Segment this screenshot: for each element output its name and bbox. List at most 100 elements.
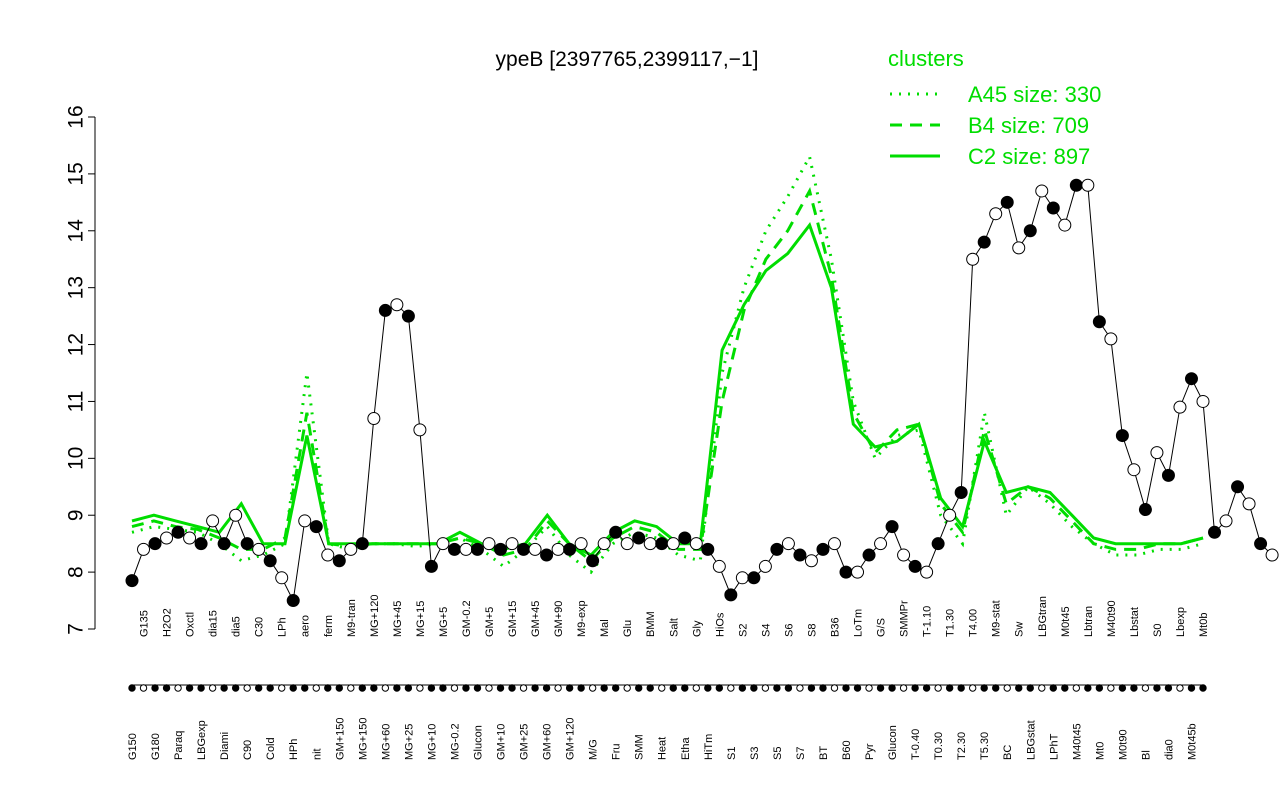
data-point [839,565,853,579]
x-tick-marker [773,684,781,692]
x-tick-marker [1003,684,1011,692]
data-point [344,542,358,556]
data-point [943,508,957,522]
data-point [229,508,243,522]
x-tick-label: Diami [219,732,231,760]
data-point [436,537,450,551]
x-tick-label: M9-tran [346,599,358,637]
x-tick-label: LPh [277,617,289,637]
data-point [240,537,254,551]
x-tick-marker [554,684,562,692]
x-tick-label: Lbexp [1175,607,1187,637]
x-tick-label: MG-0.2 [449,723,461,760]
x-tick-label: GM+120 [565,718,577,761]
data-point [989,207,1003,221]
x-tick-marker [911,684,919,692]
x-tick-marker [1015,684,1023,692]
data-point [1219,514,1233,528]
x-tick-label: S0 [1152,624,1164,637]
x-tick-marker [416,684,424,692]
x-tick-label: M40t90 [1106,600,1118,637]
x-tick-label: LBGstat [1025,720,1037,760]
x-tick-label: T4.00 [968,609,980,637]
x-tick-marker [600,684,608,692]
data-point [1012,241,1026,255]
x-tick-marker [1164,684,1173,692]
x-tick-label: LoTm [853,609,865,637]
x-tick-label: BT [818,746,830,760]
data-point [574,537,588,551]
data-point [206,514,220,528]
data-point [137,542,151,556]
x-tick-marker [404,684,413,692]
x-tick-marker [197,684,205,692]
x-tick-marker [301,684,309,692]
x-tick-marker [658,684,666,692]
x-tick-label: ferm [323,615,335,637]
x-tick-marker [945,684,954,692]
data-point [851,565,865,579]
data-point [1173,400,1187,414]
data-point [747,571,761,585]
data-point [125,574,139,588]
x-tick-label: LBGtran [1037,596,1049,637]
x-tick-marker [1199,684,1207,692]
x-tick-label: M9-stat [991,600,1003,637]
x-tick-marker [289,684,297,692]
x-tick-marker [324,684,332,692]
data-point [459,542,473,556]
x-tick-label: SMM [634,734,646,760]
x-tick-marker [980,684,988,692]
data-point [920,565,934,579]
x-tick-marker [761,684,770,692]
data-point [286,594,300,608]
x-tick-label: M/G [588,739,600,760]
x-tick-marker [623,684,631,692]
data-point [816,542,830,556]
x-tick-label: S6 [783,624,795,637]
y-tick-label: 8 [65,566,88,578]
x-tick-marker [865,684,873,692]
x-tick-label: Mt0 [1094,742,1106,760]
data-point [171,525,185,539]
x-tick-marker [531,684,539,692]
x-tick-label: C90 [242,740,254,760]
x-tick-marker [1072,684,1081,692]
data-point [586,554,600,568]
data-point [931,537,945,551]
x-tick-marker [899,684,908,692]
data-point [609,525,623,539]
x-tick-marker [1153,684,1161,692]
x-tick-label: Glucon [472,725,484,760]
x-tick-marker [473,684,482,692]
legend: clusters A45 size: 330 B4 size: 709 C2 siz… [888,46,1101,169]
y-tick-label: 12 [65,333,88,356]
x-tick-label: S8 [806,624,818,637]
x-tick-marker [427,684,436,692]
data-point [724,588,738,602]
x-tick-label: Mt0b [1198,613,1210,637]
x-tick-marker [462,684,470,692]
x-tick-marker [842,684,850,692]
data-point [378,303,392,317]
x-tick-label: HPh [288,739,300,760]
x-tick-marker [727,684,735,692]
data-point [1058,218,1072,232]
data-point [367,412,381,426]
x-tick-marker [393,684,401,692]
data-point [770,542,784,556]
x-tick-marker [254,684,263,692]
x-tick-label: M0t90 [1117,729,1129,760]
x-tick-marker [577,684,585,692]
x-tick-label: M0t45b [1186,723,1198,760]
x-tick-marker [508,684,516,692]
data-point [1150,446,1164,460]
data-point [482,537,496,551]
data-point [678,531,692,545]
x-tick-label: Lbtran [1083,606,1095,637]
data-point [309,520,323,534]
x-tick-marker [485,684,493,692]
x-tick-marker [715,684,724,692]
data-point [966,252,980,266]
